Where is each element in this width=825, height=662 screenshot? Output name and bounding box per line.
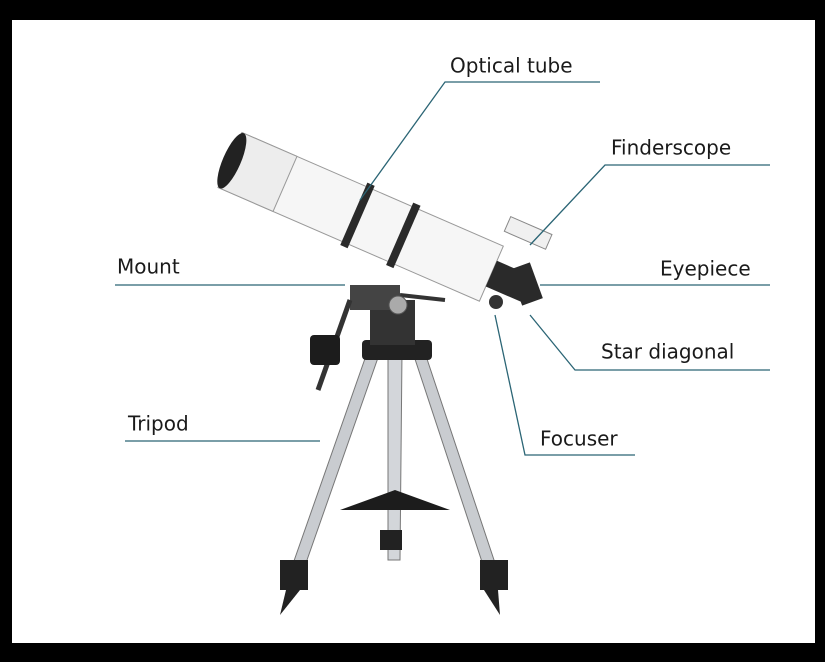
label: Star diagonal: [601, 340, 734, 364]
label: Mount: [117, 255, 180, 279]
leader-line: [529, 164, 770, 246]
leader-line: [494, 314, 635, 456]
star-diagonal-drawing: [509, 262, 543, 306]
focuser-knob: [489, 295, 503, 309]
mount-drawing: [310, 285, 446, 391]
label: Focuser: [540, 427, 618, 451]
telescope-tube: [217, 131, 553, 303]
label: Optical tube: [450, 54, 573, 78]
leader-line: [529, 314, 770, 371]
label: Eyepiece: [660, 257, 751, 281]
label: Finderscope: [611, 136, 731, 160]
leader-line: [359, 81, 600, 201]
label: Tripod: [127, 412, 189, 436]
